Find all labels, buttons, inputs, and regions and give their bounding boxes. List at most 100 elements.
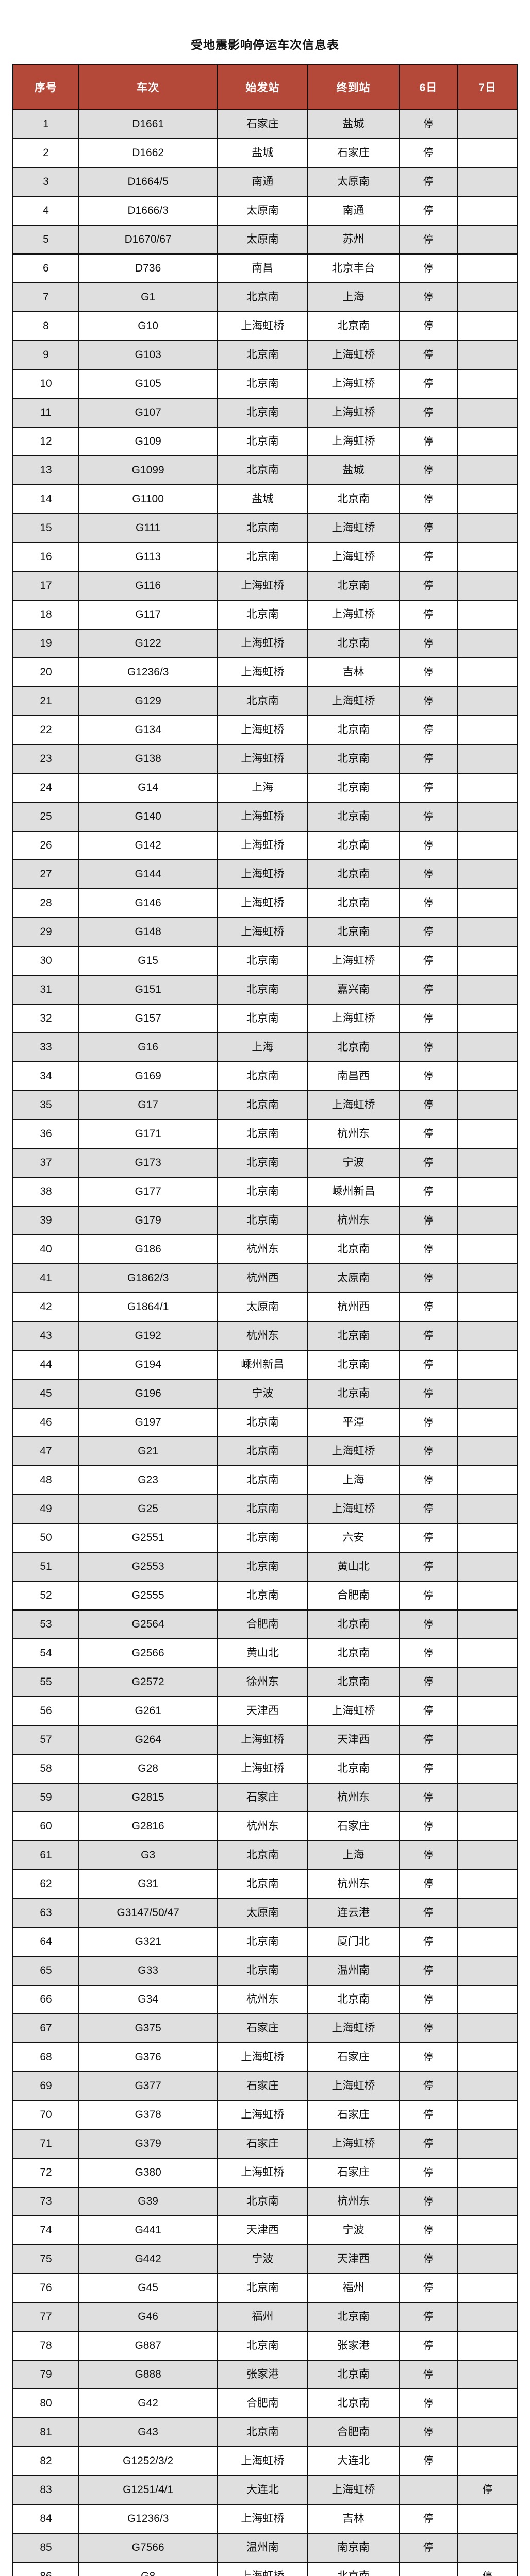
cell-day7-status [457, 1522, 518, 1553]
cell-day7-status [457, 772, 518, 803]
cell-destination-station: 北京南 [307, 1320, 400, 1351]
cell-train-number: G25 [78, 1494, 218, 1524]
cell-origin-station: 上海虹桥 [217, 1724, 309, 1755]
table-row: 28 G146 上海虹桥 北京南停 [12, 888, 518, 918]
cell-origin-station: 上海虹桥 [217, 2561, 309, 2576]
cell-index: 65 [12, 1955, 79, 1986]
cell-index: 4 [12, 195, 79, 226]
cell-origin-station: 北京南 [217, 340, 309, 370]
cell-day7-status [457, 917, 518, 947]
cell-day6-status: 停 [398, 686, 459, 716]
table-row: 30 G15 北京南 上海虹桥停 [12, 945, 518, 976]
cell-day6-status: 停 [398, 1753, 459, 1784]
cell-index: 67 [12, 2013, 79, 2043]
cell-index: 10 [12, 368, 79, 399]
cell-day7-status [457, 2532, 518, 2563]
cell-day7-status [457, 195, 518, 226]
cell-origin-station: 北京南 [217, 1176, 309, 1207]
cell-index: 5 [12, 224, 79, 255]
table-row: 37 G173 北京南 宁波停 [12, 1147, 518, 1178]
cell-destination-station: 上海虹桥 [307, 2475, 400, 2505]
cell-index: 16 [12, 541, 79, 572]
cell-train-number: G2551 [78, 1522, 218, 1553]
cell-destination-station: 北京南 [307, 311, 400, 341]
cell-origin-station: 徐州东 [217, 1667, 309, 1697]
table-row: 56 G261 天津西 上海虹桥停 [12, 1696, 518, 1726]
cell-destination-station: 上海虹桥 [307, 340, 400, 370]
cell-day6-status: 停 [398, 945, 459, 976]
cell-train-number: G23 [78, 1465, 218, 1495]
cell-day6-status: 停 [398, 109, 459, 139]
cell-day7-status [457, 2273, 518, 2303]
cell-day6-status: 停 [398, 2417, 459, 2447]
cell-train-number: G192 [78, 1320, 218, 1351]
cell-origin-station: 上海虹桥 [217, 830, 309, 860]
cell-day6-status: 停 [398, 628, 459, 658]
cell-index: 31 [12, 974, 79, 1005]
cell-destination-station: 上海虹桥 [307, 397, 400, 428]
table-row: 8 G10 上海虹桥 北京南停 [12, 311, 518, 341]
table-row: 40 G186 杭州东 北京南停 [12, 1234, 518, 1264]
cell-destination-station: 北京南 [307, 1667, 400, 1697]
cell-destination-station: 南昌西 [307, 1061, 400, 1091]
table-row: 68 G376 上海虹桥 石家庄停 [12, 2042, 518, 2072]
cell-train-number: G378 [78, 2099, 218, 2130]
table-row: 2 D1662 盐城 石家庄停 [12, 138, 518, 168]
table-row: 44 G194 嵊州新昌 北京南停 [12, 1349, 518, 1380]
cell-destination-station: 上海虹桥 [307, 1696, 400, 1726]
cell-day7-status [457, 2071, 518, 2101]
cell-index: 50 [12, 1522, 79, 1553]
cell-origin-station: 上海虹桥 [217, 311, 309, 341]
cell-index: 12 [12, 426, 79, 456]
cell-train-number: G34 [78, 1984, 218, 2014]
cell-train-number: G2816 [78, 1811, 218, 1841]
cell-train-number: G1251/4/1 [78, 2475, 218, 2505]
table-row: 32 G157 北京南 上海虹桥停 [12, 1003, 518, 1033]
cell-day6-status: 停 [398, 2128, 459, 2159]
cell-day6-status: 停 [398, 2099, 459, 2130]
cell-train-number: G116 [78, 570, 218, 601]
cell-train-number: D1670/67 [78, 224, 218, 255]
cell-destination-station: 北京南 [307, 917, 400, 947]
cell-train-number: G194 [78, 1349, 218, 1380]
cell-origin-station: 北京南 [217, 1551, 309, 1582]
cell-origin-station: 北京南 [217, 686, 309, 716]
cell-train-number: G138 [78, 743, 218, 774]
cell-day7-status [457, 628, 518, 658]
cell-train-number: G109 [78, 426, 218, 456]
table-row: 86G8上海虹桥北京南 停 [12, 2561, 518, 2576]
table-row: 84 G1236/3 上海虹桥 吉林停 [12, 2503, 518, 2534]
cell-day7-status [457, 2301, 518, 2332]
cell-destination-station: 上海虹桥 [307, 1436, 400, 1466]
cell-destination-station: 石家庄 [307, 1811, 400, 1841]
table-row: 55 G2572 徐州东 北京南停 [12, 1667, 518, 1697]
cell-day6-status: 停 [398, 2244, 459, 2274]
cell-destination-station: 石家庄 [307, 138, 400, 168]
cell-origin-station: 杭州东 [217, 1234, 309, 1264]
cell-destination-station: 北京南 [307, 830, 400, 860]
cell-day7-status [457, 311, 518, 341]
cell-day6-status: 停 [398, 2503, 459, 2534]
cell-train-number: G117 [78, 599, 218, 630]
cell-day6-status: 停 [398, 340, 459, 370]
table-row: 14 G1100 盐城 北京南停 [12, 484, 518, 514]
cell-origin-station: 上海虹桥 [217, 2503, 309, 2534]
cell-origin-station: 石家庄 [217, 2013, 309, 2043]
cell-day7-status [457, 1580, 518, 1611]
table-row: 48 G23 北京南 上海停 [12, 1465, 518, 1495]
cell-destination-station: 厦门北 [307, 1926, 400, 1957]
cell-destination-station: 北京南 [307, 2359, 400, 2389]
cell-index: 29 [12, 917, 79, 947]
cell-index: 71 [12, 2128, 79, 2159]
cell-destination-station: 合肥南 [307, 1580, 400, 1611]
cell-train-number: G375 [78, 2013, 218, 2043]
table-row: 69 G377 石家庄 上海虹桥停 [12, 2071, 518, 2101]
cell-index: 68 [12, 2042, 79, 2072]
cell-day7-status [457, 2330, 518, 2361]
cell-day6-status: 停 [398, 224, 459, 255]
table-row: 49 G25 北京南 上海虹桥停 [12, 1494, 518, 1524]
cell-destination-station: 上海虹桥 [307, 1494, 400, 1524]
cell-train-number: G43 [78, 2417, 218, 2447]
table-row: 63 G3147/50/47 太原南 连云港停 [12, 1897, 518, 1928]
table-row: 9 G103 北京南 上海虹桥停 [12, 340, 518, 370]
